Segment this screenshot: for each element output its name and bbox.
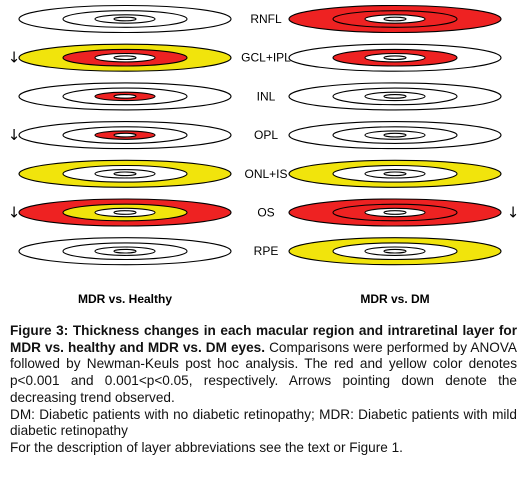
left-column-label: MDR vs. Healthy <box>78 292 172 306</box>
fovea <box>113 171 137 177</box>
layer-row: RPE <box>18 237 502 266</box>
layer-row: ↓ GCL+IPL <box>8 43 502 72</box>
fovea <box>383 94 407 99</box>
fovea <box>383 16 407 22</box>
left-macular-map <box>18 159 232 188</box>
fovea <box>383 171 407 177</box>
left-macular-map <box>18 121 232 150</box>
caption-title: Figure 3: Thickness changes in each macu… <box>10 323 517 355</box>
left-macular-map <box>18 4 232 34</box>
layer-row: INL <box>18 82 502 111</box>
layer-row: ONL+IS <box>18 159 502 188</box>
layer-label: RPE <box>254 244 279 258</box>
layer-label: OS <box>257 206 274 220</box>
left-macular-map <box>18 237 232 266</box>
right-macular-map <box>288 121 502 150</box>
layer-row: ↓ ↓ OS <box>8 198 520 227</box>
fovea <box>113 132 137 138</box>
figure-caption: Figure 3: Thickness changes in each macu… <box>10 323 517 457</box>
right-macular-map <box>288 82 502 111</box>
fovea <box>113 94 137 99</box>
right-column-label: MDR vs. DM <box>360 292 429 306</box>
fovea <box>383 132 407 138</box>
left-macular-map <box>18 43 232 72</box>
layer-label: ONL+IS <box>244 167 287 181</box>
caption-paragraph: Figure 3: Thickness changes in each macu… <box>10 323 517 407</box>
layer-label: INL <box>257 89 276 103</box>
fovea <box>113 210 137 215</box>
thickness-change-diagram: RNFL ↓ GCL+IPL INL ↓ OPL ONL+IS ↓ ↓ OS RPE MDR vs.… <box>8 4 520 306</box>
fovea <box>113 248 137 254</box>
right-macular-map <box>288 159 502 188</box>
layer-label: GCL+IPL <box>241 51 291 65</box>
layer-row: RNFL <box>18 4 502 34</box>
left-macular-map <box>18 198 232 227</box>
caption-body: Comparisons were performed by ANOVA foll… <box>10 339 517 405</box>
caption-abbreviations: DM: Diabetic patients with no diabetic r… <box>10 406 517 439</box>
fovea <box>383 248 407 254</box>
layer-label: OPL <box>254 128 278 142</box>
right-macular-map <box>288 43 502 72</box>
down-arrow-icon: ↓ <box>507 204 520 222</box>
left-macular-map <box>18 82 232 111</box>
layer-row: ↓ OPL <box>8 121 502 150</box>
down-arrow-icon: ↓ <box>8 49 21 67</box>
fovea <box>383 55 407 61</box>
fovea <box>113 16 137 22</box>
fovea <box>113 55 137 61</box>
down-arrow-icon: ↓ <box>8 126 21 144</box>
fovea <box>383 210 407 215</box>
layer-label: RNFL <box>250 12 282 26</box>
right-macular-map <box>288 198 502 227</box>
down-arrow-icon: ↓ <box>8 204 21 222</box>
caption-reference: For the description of layer abbreviatio… <box>10 439 403 455</box>
right-macular-map <box>288 237 502 266</box>
right-macular-map <box>288 4 502 34</box>
